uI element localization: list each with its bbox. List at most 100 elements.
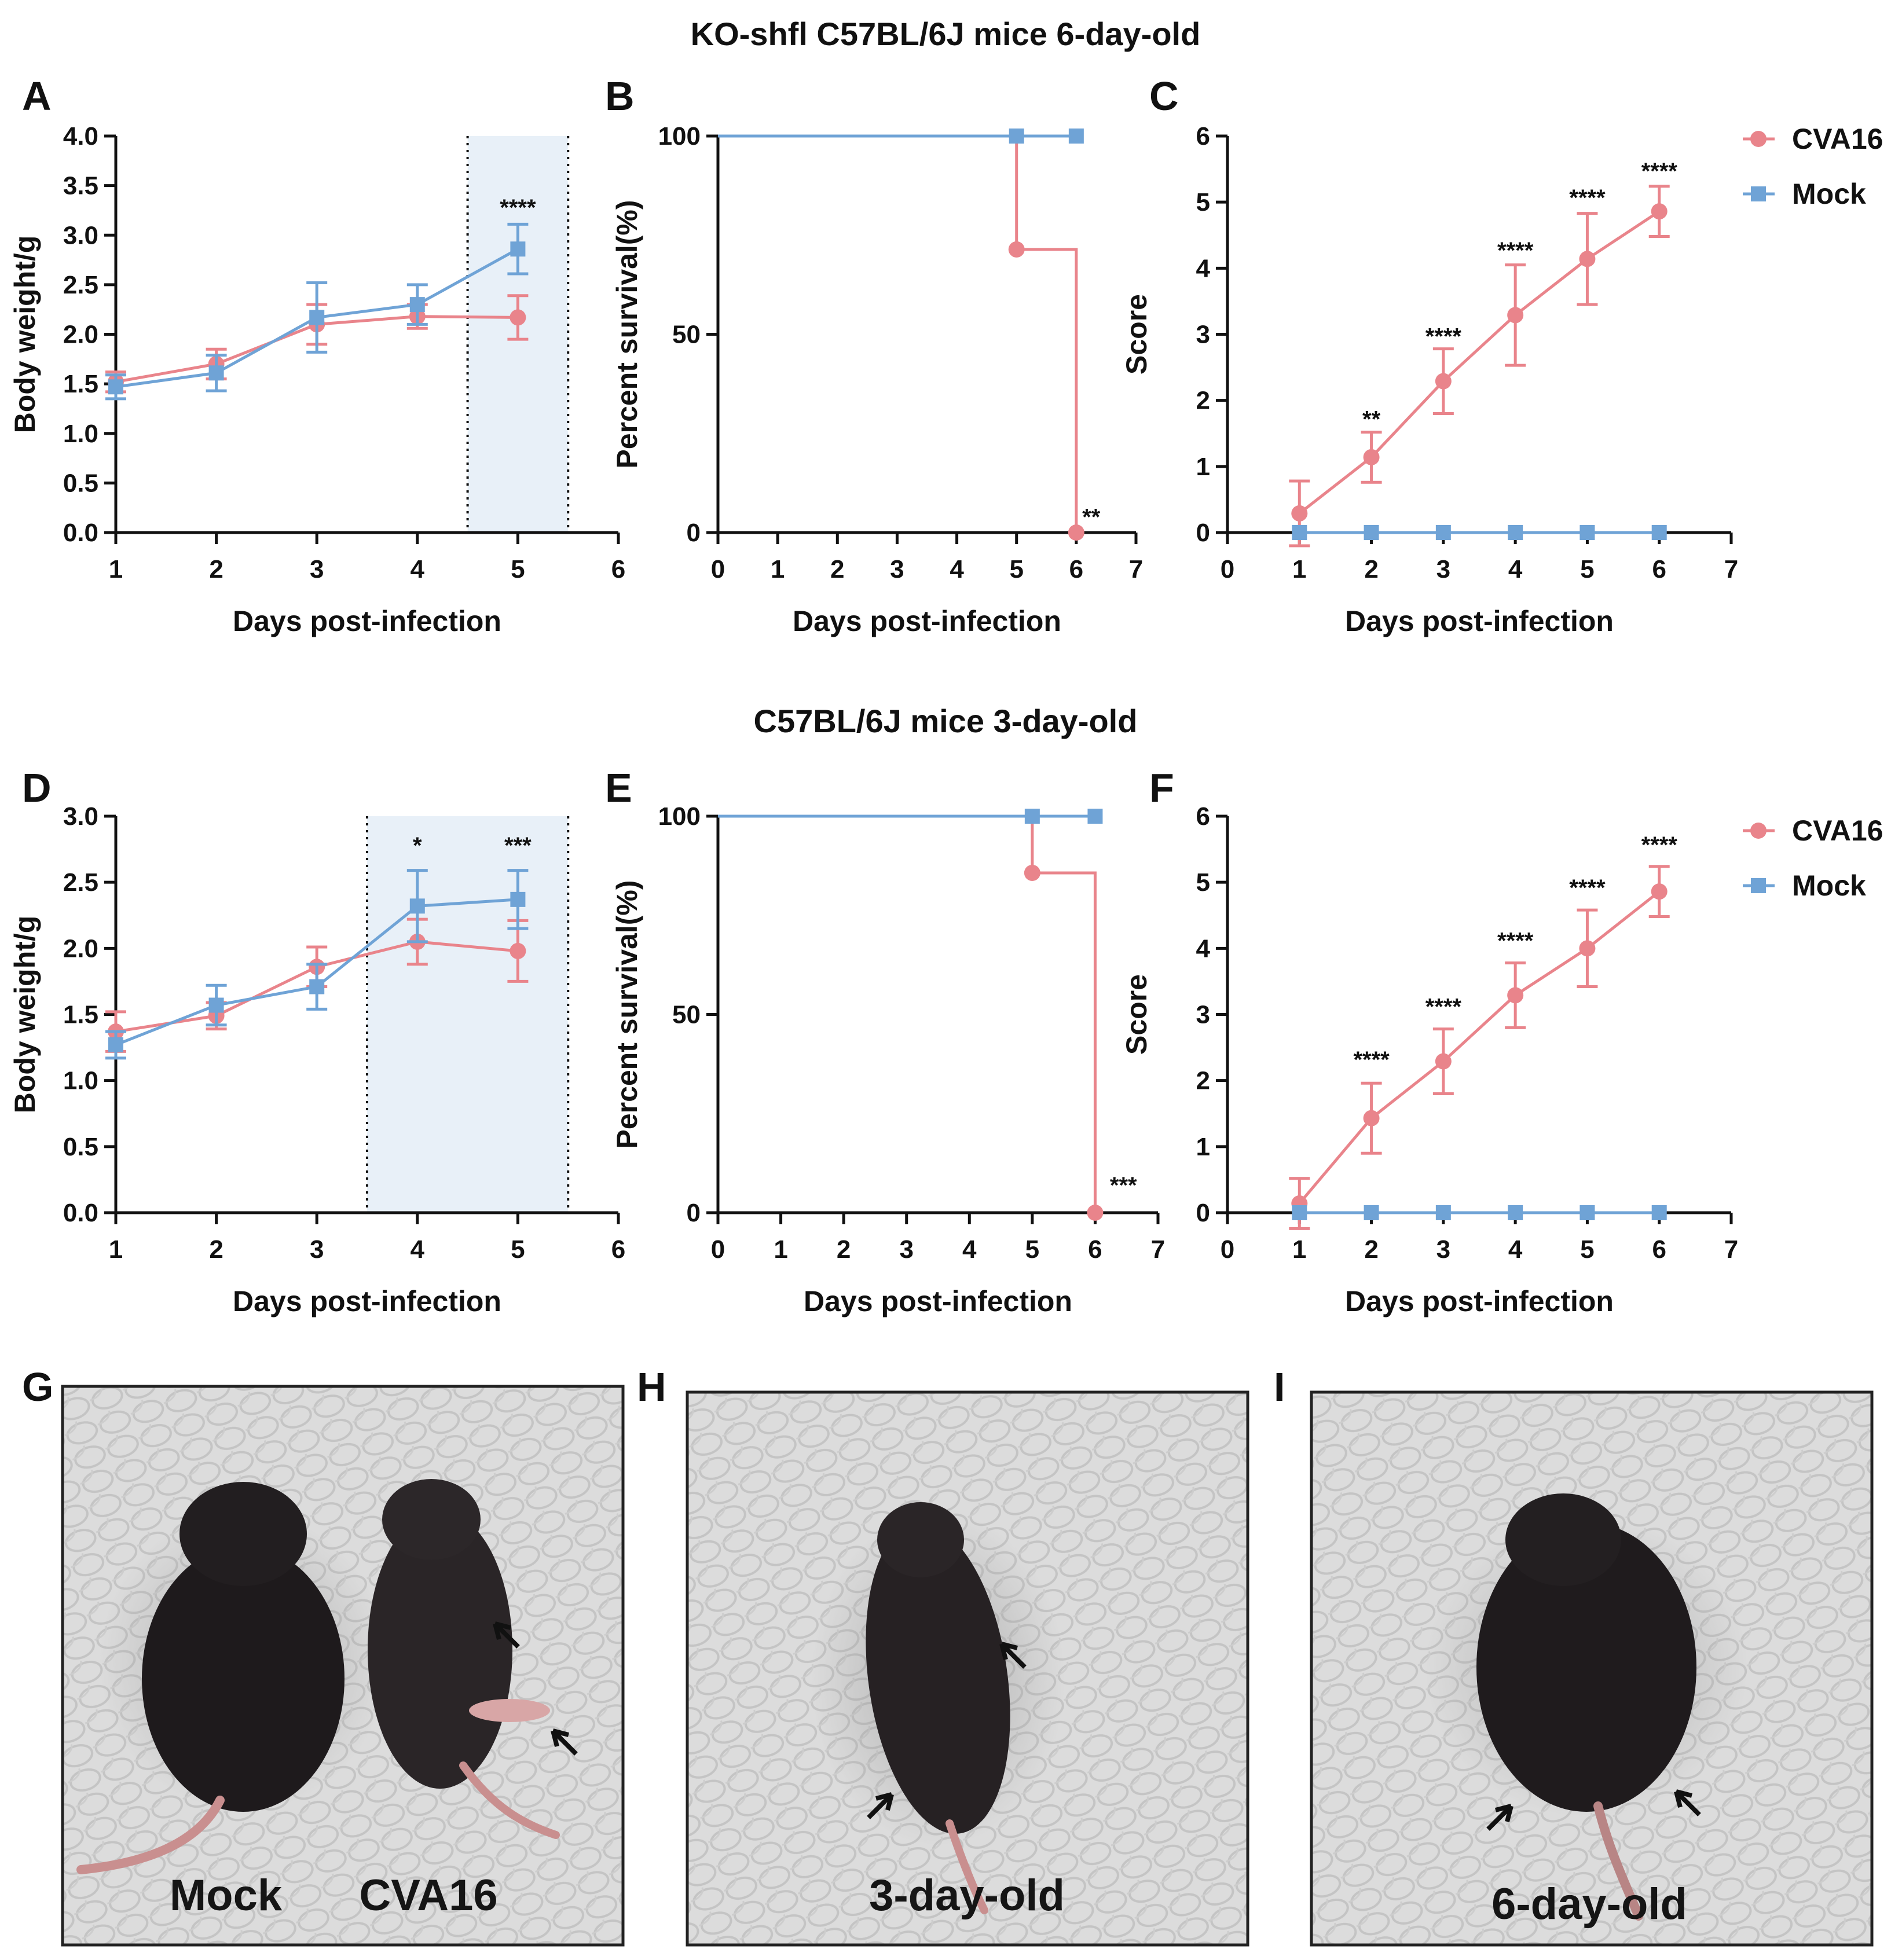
x-tick-label: 4 [411,555,425,583]
data-point [510,241,526,257]
y-tick-label: 3.0 [63,221,98,249]
y-tick-label: 50 [672,1001,701,1029]
x-tick-label: 0 [1221,1235,1234,1264]
panel-letter-f: F [1149,765,1174,810]
x-tick-label: 6 [1088,1235,1102,1264]
data-point [1651,883,1668,900]
series-line [1298,210,1661,515]
x-tick-label: 3 [310,1235,324,1264]
y-tick-label: 50 [672,321,701,349]
series-cva16 [1289,185,1670,548]
photo-h-label: 3-day-old [869,1871,1065,1920]
series-mock [105,222,529,401]
series-cva16 [718,134,1084,541]
data-point [1068,129,1084,144]
data-point [1580,1205,1595,1220]
y-tick-label: 0 [1196,519,1210,547]
photo-g-label-mock: Mock [170,1871,283,1920]
x-tick-label: 7 [1129,555,1143,583]
chart-a: 1 2 3 4 5 6 0.0 0.5 1.0 1.5 2.0 2.5 3.0 3.5 4.0 Days po… [9,122,625,637]
y-axis-title: Body weight/g [9,236,41,434]
legend-label: CVA16 [1792,123,1883,155]
data-point [1508,525,1523,540]
legend-item: CVA16 [1743,123,1883,155]
panel-letter-d: D [22,765,52,810]
significance-label: **** [1425,324,1462,350]
data-point [1579,940,1596,957]
data-point [108,379,123,395]
y-tick-label: 2.0 [63,934,98,963]
x-tick-label: 1 [771,555,785,583]
x-tick-label: 4 [411,1235,425,1264]
x-tick-label: 6 [611,1235,625,1264]
arrow-icon [999,1642,1027,1669]
x-tick-label: 0 [711,1235,725,1264]
x-axis-title: Days post-infection [793,605,1061,637]
x-tick-label: 1 [109,555,123,583]
data-point [1651,525,1667,540]
mock-mouse-body [142,1546,345,1812]
y-axis-title: Body weight/g [9,916,41,1114]
significance-label: * [413,833,422,858]
series-line [1298,890,1661,1205]
y-axis-title: Percent survival(%) [611,880,643,1148]
x-tick-label: 2 [209,555,223,583]
x-tick-label: 0 [1221,555,1234,583]
legend-label: Mock [1792,869,1866,902]
data-point [1087,1205,1104,1221]
x-tick-label: 4 [1508,1235,1523,1264]
data-point [108,1037,123,1053]
y-tick-label: 2 [1196,387,1210,415]
panel-letter-b: B [605,74,635,119]
data-point [1363,449,1380,465]
significance-label: **** [1497,928,1534,953]
arrow-icon [493,1621,520,1649]
y-tick-label: 2 [1196,1067,1210,1095]
data-point [1024,809,1040,824]
legend-marker [1751,186,1766,201]
legend-item: CVA16 [1743,814,1883,847]
legend-label: Mock [1792,178,1866,210]
data-point [510,942,526,959]
legend-label: CVA16 [1792,814,1883,847]
x-tick-label: 4 [962,1235,977,1264]
photo-i-label: 6-day-old [1491,1880,1687,1929]
y-tick-label: 1.0 [63,1067,98,1095]
arrow-icon [551,1728,578,1756]
y-tick-label: 100 [658,122,701,151]
significance-label: ** [1082,504,1101,530]
x-tick-label: 5 [1009,555,1023,583]
series-mock [718,809,1103,824]
panel-letter-c: C [1149,74,1179,119]
data-point [208,365,224,381]
x-tick-label: 5 [1580,1235,1594,1264]
mouse-body [866,1524,1010,1834]
x-tick-label: 7 [1151,1235,1165,1264]
y-tick-label: 3 [1196,1001,1210,1029]
data-point [1435,1053,1452,1070]
shaded-region [367,816,569,1213]
arrow-icon [867,1792,894,1819]
x-axis-title: Days post-infection [804,1285,1072,1317]
data-point [1435,1205,1451,1220]
series-cva16 [1289,865,1670,1230]
y-tick-label: 2.5 [63,271,98,299]
data-point [1435,525,1451,540]
series-mock [1292,1205,1667,1220]
data-point [1364,525,1379,540]
series-mock [1292,525,1667,540]
photo-g-label-cva16: CVA16 [359,1871,497,1920]
y-tick-label: 1 [1196,1133,1210,1161]
x-axis-title: Days post-infection [1345,1285,1614,1317]
data-point [1292,525,1307,540]
chart-d: 1 2 3 4 5 6 0.0 0.5 1.0 1.5 2.0 2.5 3.0 Days post-inf… [9,802,625,1317]
data-point [1508,1205,1523,1220]
panel-letter-e: E [605,765,632,810]
y-tick-label: 3.5 [63,172,98,200]
series-cva16 [718,814,1104,1221]
significance-label: **** [1569,875,1606,901]
chart-b: 0 1 2 3 4 5 6 7 0 50 100 Days post-infection Percent… [611,122,1143,637]
y-tick-label: 5 [1196,188,1210,216]
data-point [309,979,325,994]
x-tick-label: 5 [511,1235,525,1264]
